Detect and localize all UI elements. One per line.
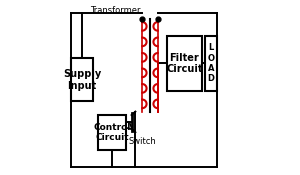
Text: Transformer: Transformer	[90, 6, 140, 15]
Text: Switch: Switch	[128, 137, 156, 146]
Bar	[71, 58, 93, 101]
Bar	[98, 115, 126, 149]
Bar	[205, 36, 217, 91]
Bar	[167, 36, 202, 91]
Text: Filter
Circuit: Filter Circuit	[166, 53, 203, 74]
Text: L
O
A
D: L O A D	[208, 43, 214, 83]
Text: Control
Circuit: Control Circuit	[93, 122, 131, 142]
Text: Supply
Input: Supply Input	[63, 69, 101, 90]
